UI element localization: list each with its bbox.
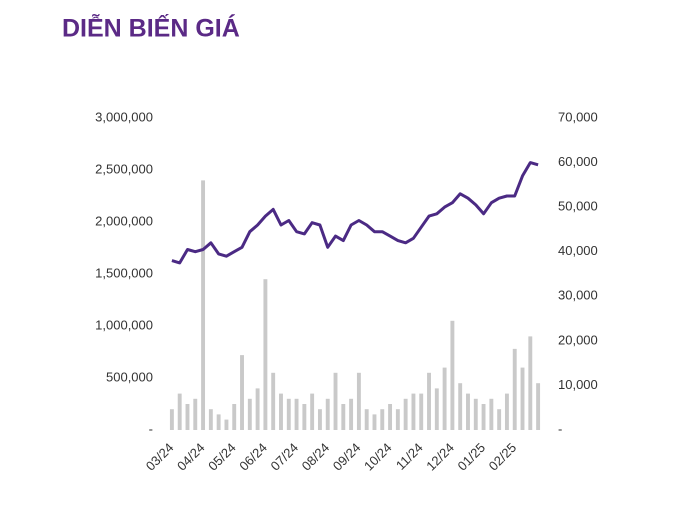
volume-bar — [240, 355, 244, 430]
volume-bar — [395, 409, 400, 430]
volume-bar — [536, 383, 541, 430]
x-tick-label: 12/24 — [423, 440, 457, 474]
volume-bar — [263, 279, 268, 430]
price-line — [171, 161, 539, 265]
volume-bar — [504, 393, 509, 430]
y2-tick-label: 20,000 — [558, 332, 598, 347]
volume-bar — [247, 398, 252, 430]
volume-bar — [201, 180, 206, 430]
y-tick-label: 500,000 — [106, 369, 153, 384]
volume-bar — [364, 409, 369, 430]
volume-bar — [349, 398, 354, 430]
x-tick-label: 04/24 — [174, 440, 208, 474]
y-tick-label: 2,000,000 — [95, 213, 153, 228]
volume-bar — [294, 398, 299, 430]
volume-bar — [388, 404, 393, 430]
y2-tick-label: 40,000 — [558, 243, 598, 258]
x-tick-label: 05/24 — [205, 440, 239, 474]
volume-bar — [279, 393, 283, 430]
volume-bar — [310, 393, 315, 430]
chart-title: DIỄN BIẾN GIÁ — [62, 13, 240, 43]
volume-bar — [473, 398, 478, 430]
volume-bar — [380, 409, 385, 430]
x-tick-label: 01/25 — [454, 440, 488, 474]
y2-tick-label: 60,000 — [558, 154, 598, 169]
volume-bar — [208, 409, 213, 430]
volume-bar — [411, 393, 416, 430]
y-tick-label: 2,500,000 — [95, 161, 153, 176]
y2-tick-label: 50,000 — [558, 199, 598, 214]
volume-bar — [419, 393, 424, 430]
volume-bar — [427, 372, 431, 430]
y-tick-label: 3,000,000 — [95, 109, 153, 124]
x-tick-label: 02/25 — [486, 440, 520, 474]
y2-tick-label: - — [558, 421, 562, 436]
y-tick-label: 1,500,000 — [95, 265, 153, 280]
volume-bar — [302, 404, 307, 430]
volume-bar — [372, 414, 377, 430]
x-tick-label: 10/24 — [361, 440, 395, 474]
volume-bar — [333, 372, 338, 430]
volume-bar — [512, 348, 517, 430]
volume-bar — [271, 372, 276, 430]
y-tick-label: 1,000,000 — [95, 317, 153, 332]
y2-tick-label: 30,000 — [558, 288, 598, 303]
y-tick-label: - — [149, 421, 153, 436]
volume-bar — [481, 404, 486, 430]
x-tick-label: 03/24 — [143, 440, 177, 474]
volume-bar — [466, 393, 470, 430]
x-tick-label: 09/24 — [330, 440, 364, 474]
volume-bar — [224, 419, 229, 430]
volume-bar — [255, 388, 260, 430]
volume-bar — [450, 320, 455, 430]
x-tick-label: 08/24 — [299, 440, 333, 474]
volume-bar — [528, 336, 533, 430]
y2-tick-label: 70,000 — [558, 109, 598, 124]
volume-bar — [232, 404, 237, 430]
volume-bar — [497, 409, 502, 430]
volume-bar — [185, 404, 190, 430]
volume-bar — [356, 372, 361, 430]
volume-bar — [341, 404, 346, 430]
volume-bar — [216, 414, 221, 430]
volume-bar — [458, 383, 463, 430]
volume-bar — [520, 367, 525, 430]
volume-bar — [177, 393, 182, 430]
volume-bar — [286, 398, 291, 430]
volume-bar — [442, 367, 447, 430]
volume-bar — [317, 409, 322, 430]
volume-bar — [325, 398, 330, 430]
x-tick-label: 11/24 — [393, 440, 426, 473]
y2-tick-label: 10,000 — [558, 377, 598, 392]
volume-bar — [489, 398, 494, 430]
volume-bar — [169, 409, 174, 430]
x-tick-label: 07/24 — [267, 440, 301, 474]
x-tick-label: 06/24 — [236, 440, 270, 474]
volume-bar — [193, 398, 198, 430]
volume-bar — [403, 398, 408, 430]
volume-bar — [434, 388, 439, 430]
